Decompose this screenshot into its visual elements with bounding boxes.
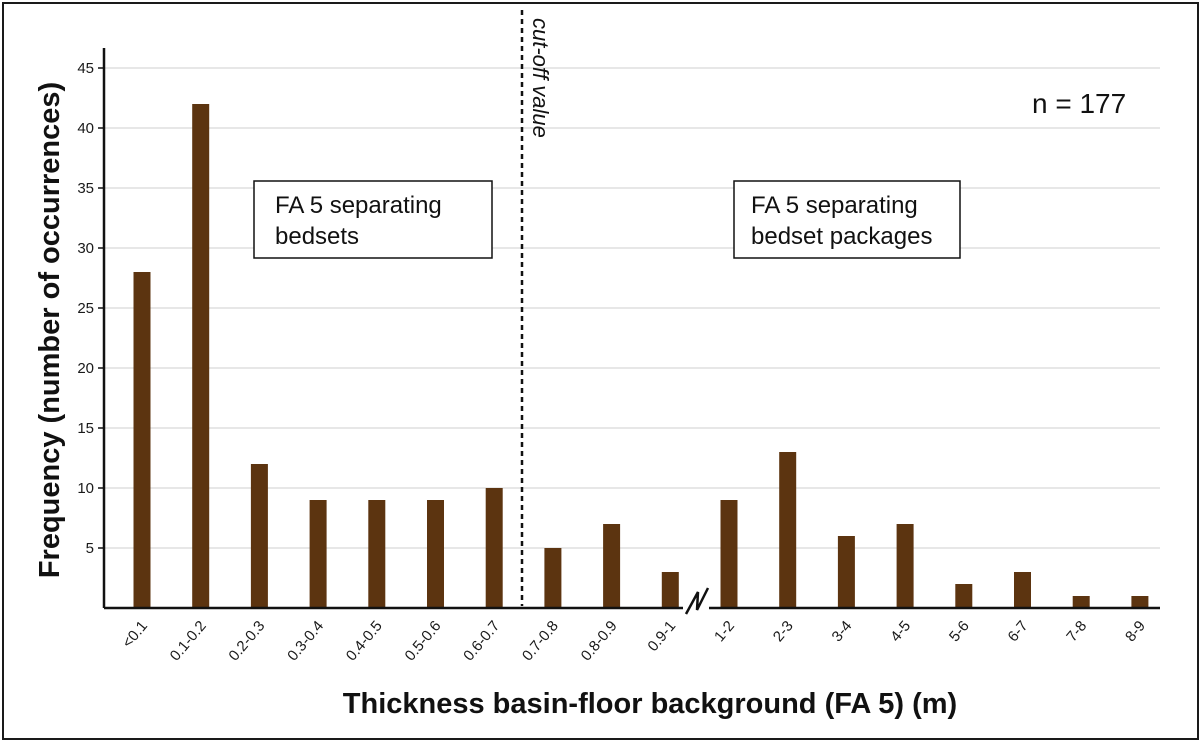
- right-annotation-line-2: bedset packages: [751, 223, 932, 250]
- x-tick-label: <0.1: [119, 618, 151, 652]
- bar: [133, 272, 151, 608]
- right-annotation-line-1: FA 5 separating: [751, 192, 918, 219]
- y-tick-label: 40: [77, 120, 94, 137]
- cutoff-label: cut-off value: [528, 18, 553, 138]
- left-annotation-line-2: bedsets: [275, 223, 359, 250]
- x-tick-label: 0.1-0.2: [167, 618, 210, 665]
- bar: [192, 104, 210, 608]
- y-tick-label: 10: [77, 480, 94, 497]
- y-tick-label: 5: [86, 540, 94, 557]
- y-tick-label: 25: [77, 300, 94, 317]
- y-axis-ticks: 5 10 15 20 25 30 35 40 45: [77, 60, 104, 557]
- y-tick-label: 45: [77, 60, 94, 77]
- x-tick-label: 8-9: [1122, 618, 1149, 646]
- x-tick-label: 7-8: [1063, 618, 1090, 646]
- bar: [603, 524, 621, 608]
- x-tick-label: 0.5-0.6: [402, 618, 445, 665]
- x-tick-label: 0.7-0.8: [519, 618, 562, 665]
- x-tick-label: 0.8-0.9: [578, 618, 621, 665]
- bar: [896, 524, 914, 608]
- x-axis-title: Thickness basin-floor background (FA 5) …: [343, 688, 957, 720]
- bar: [1014, 572, 1031, 608]
- y-tick-label: 35: [77, 180, 94, 197]
- bar: [544, 548, 562, 608]
- gridlines: [104, 67, 1160, 549]
- x-tick-label: 5-6: [946, 618, 973, 646]
- bar: [485, 488, 503, 608]
- bar: [661, 572, 679, 608]
- x-tick-label: 0.9-1: [644, 618, 679, 655]
- x-axis-ticks: <0.1 0.1-0.2 0.2-0.3 0.3-0.4 0.4-0.5 0.5-0.6 0…: [119, 618, 1149, 665]
- bar: [427, 500, 444, 608]
- bar: [1072, 596, 1090, 608]
- bars: [133, 104, 1149, 608]
- bar: [368, 500, 386, 608]
- bar: [250, 464, 268, 608]
- bar: [720, 500, 738, 608]
- x-tick-label: 6-7: [1005, 618, 1032, 646]
- right-annotation-box: FA 5 separating bedset packages: [733, 180, 961, 259]
- x-tick-label: 0.2-0.3: [225, 618, 268, 665]
- x-tick-label: 2-3: [770, 618, 797, 646]
- x-tick-label: 4-5: [887, 618, 914, 646]
- bar: [837, 536, 855, 608]
- left-annotation-line-1: FA 5 separating: [275, 192, 442, 219]
- x-tick-label: 0.4-0.5: [343, 618, 386, 665]
- y-tick-label: 15: [77, 420, 94, 437]
- bar: [309, 500, 327, 608]
- bar: [1131, 596, 1149, 608]
- y-tick-label: 30: [77, 240, 94, 257]
- x-tick-label: 0.6-0.7: [460, 618, 503, 665]
- y-tick-label: 20: [77, 360, 94, 377]
- bar: [955, 584, 973, 608]
- axis-break-icon: [683, 586, 710, 616]
- x-tick-label: 0.3-0.4: [284, 618, 327, 665]
- y-axis-title: Frequency (number of occurrences): [34, 82, 66, 578]
- x-tick-label: 3-4: [829, 618, 856, 646]
- left-annotation-box: FA 5 separating bedsets: [253, 180, 493, 259]
- sample-size-label: n = 177: [1032, 88, 1126, 119]
- bar: [779, 452, 797, 608]
- x-tick-label: 1-2: [711, 618, 738, 646]
